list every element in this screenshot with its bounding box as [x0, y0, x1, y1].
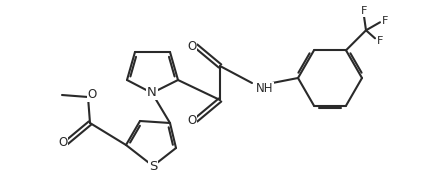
Text: F: F: [377, 36, 383, 46]
Text: O: O: [187, 39, 197, 52]
Text: N: N: [147, 86, 157, 99]
Text: O: O: [187, 114, 197, 127]
Text: NH: NH: [256, 83, 274, 96]
Text: O: O: [58, 136, 67, 149]
Text: F: F: [361, 6, 367, 16]
Text: O: O: [87, 89, 97, 102]
Text: F: F: [382, 16, 388, 26]
Text: S: S: [149, 161, 157, 174]
